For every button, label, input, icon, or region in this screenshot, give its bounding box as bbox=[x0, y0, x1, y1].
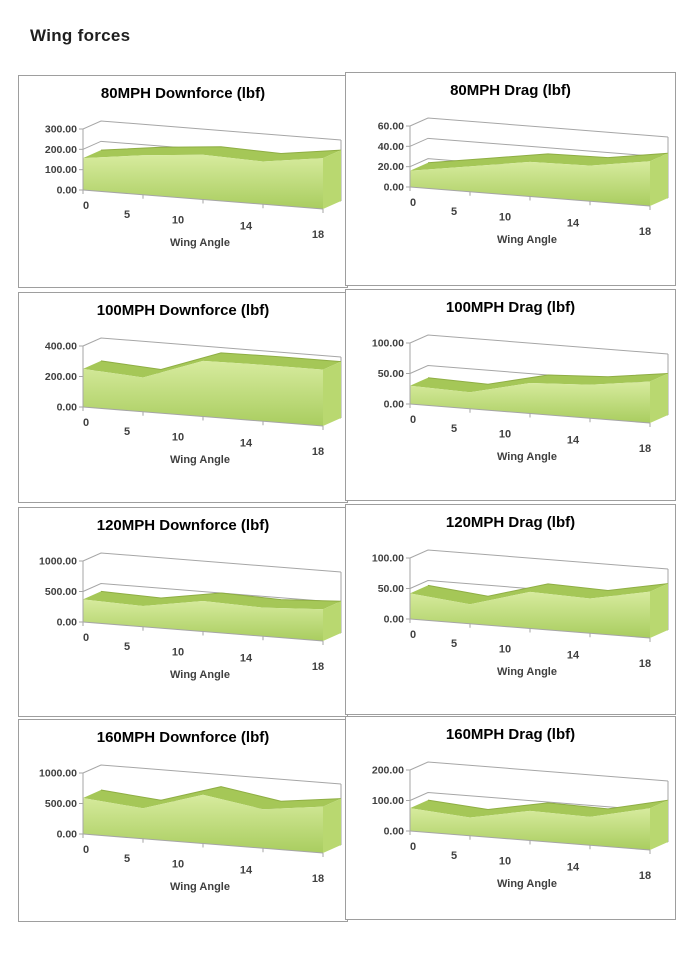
chart-panel-100mph-downforce: 100MPH Downforce (lbf) 0.00 200.00 400.00 0… bbox=[18, 292, 348, 503]
svg-text:14: 14 bbox=[240, 220, 253, 232]
svg-text:18: 18 bbox=[639, 870, 651, 882]
svg-text:Wing Angle: Wing Angle bbox=[497, 234, 557, 246]
svg-text:0.00: 0.00 bbox=[57, 617, 78, 629]
svg-text:0: 0 bbox=[410, 197, 416, 209]
svg-text:14: 14 bbox=[567, 217, 580, 229]
svg-text:Wing Angle: Wing Angle bbox=[497, 451, 557, 463]
area-chart-120mph-drag: 0.00 50.00 100.00 0 5 10 14 18 Wing Angle bbox=[372, 549, 669, 678]
svg-text:0.00: 0.00 bbox=[57, 185, 78, 197]
svg-text:200.00: 200.00 bbox=[45, 144, 77, 156]
chart-title: 80MPH Downforce (lbf) bbox=[100, 85, 266, 102]
chart-panel-80mph-drag: 80MPH Drag (lbf) 0.00 20.00 40.00 60.00 0 5 10… bbox=[345, 72, 676, 286]
chart-title: 80MPH Drag (lbf) bbox=[450, 82, 571, 99]
svg-text:14: 14 bbox=[567, 649, 580, 661]
area-chart-80mph-downforce: 0.00 100.00 200.00 300.00 0 5 10 14 18 Wing Angle bbox=[45, 120, 342, 249]
svg-text:50.00: 50.00 bbox=[378, 583, 404, 595]
svg-text:100.00: 100.00 bbox=[45, 164, 77, 176]
svg-text:200.00: 200.00 bbox=[372, 765, 404, 777]
area-chart-120mph-downforce: 0.00 500.00 1000.00 0 5 10 14 18 Wing Angle bbox=[39, 552, 342, 681]
svg-text:10: 10 bbox=[499, 212, 511, 224]
svg-text:18: 18 bbox=[312, 446, 324, 458]
svg-text:14: 14 bbox=[240, 437, 253, 449]
svg-text:0.00: 0.00 bbox=[384, 826, 405, 838]
svg-text:5: 5 bbox=[451, 423, 457, 435]
chart-panel-160mph-downforce: 160MPH Downforce (lbf) 0.00 500.00 1000.00… bbox=[18, 719, 348, 922]
svg-text:10: 10 bbox=[499, 429, 511, 441]
svg-text:0.00: 0.00 bbox=[384, 182, 405, 194]
svg-text:0.00: 0.00 bbox=[57, 829, 78, 841]
svg-text:50.00: 50.00 bbox=[378, 368, 404, 380]
svg-text:10: 10 bbox=[499, 856, 511, 868]
svg-text:0: 0 bbox=[83, 632, 89, 644]
svg-text:500.00: 500.00 bbox=[45, 798, 77, 810]
svg-text:10: 10 bbox=[172, 432, 184, 444]
svg-text:18: 18 bbox=[639, 226, 651, 238]
svg-text:0.00: 0.00 bbox=[57, 402, 78, 414]
chart-panel-120mph-drag: 120MPH Drag (lbf) 0.00 50.00 100.00 0 5 10 14 1… bbox=[345, 504, 676, 715]
svg-text:5: 5 bbox=[451, 206, 457, 218]
area-chart-100mph-downforce: 0.00 200.00 400.00 0 5 10 14 18 Wing Angle bbox=[45, 337, 342, 466]
svg-text:14: 14 bbox=[567, 861, 580, 873]
svg-text:1000.00: 1000.00 bbox=[39, 556, 77, 568]
svg-text:10: 10 bbox=[499, 644, 511, 656]
chart-title: 100MPH Drag (lbf) bbox=[445, 299, 576, 316]
svg-text:18: 18 bbox=[312, 873, 324, 885]
svg-text:100.00: 100.00 bbox=[372, 338, 404, 350]
page-title: Wing forces bbox=[30, 26, 131, 45]
svg-text:100.00: 100.00 bbox=[372, 795, 404, 807]
chart-panel-80mph-downforce: 80MPH Downforce (lbf) 0.00 100.00 200.00 30… bbox=[18, 75, 348, 288]
svg-text:40.00: 40.00 bbox=[378, 141, 404, 153]
svg-text:0.00: 0.00 bbox=[384, 399, 405, 411]
chart-title: 120MPH Downforce (lbf) bbox=[96, 517, 270, 534]
svg-text:5: 5 bbox=[451, 850, 457, 862]
svg-text:18: 18 bbox=[312, 229, 324, 241]
svg-text:0: 0 bbox=[83, 200, 89, 212]
svg-text:Wing Angle: Wing Angle bbox=[497, 878, 557, 890]
svg-text:500.00: 500.00 bbox=[45, 586, 77, 598]
chart-panel-100mph-drag: 100MPH Drag (lbf) 0.00 50.00 100.00 0 5 10 14 1… bbox=[345, 289, 676, 501]
svg-text:100.00: 100.00 bbox=[372, 553, 404, 565]
svg-text:10: 10 bbox=[172, 859, 184, 871]
chart-title: 160MPH Drag (lbf) bbox=[445, 726, 576, 743]
svg-text:5: 5 bbox=[124, 209, 130, 221]
svg-text:Wing Angle: Wing Angle bbox=[170, 881, 230, 893]
svg-text:10: 10 bbox=[172, 215, 184, 227]
svg-text:200.00: 200.00 bbox=[45, 371, 77, 383]
svg-text:0: 0 bbox=[410, 841, 416, 853]
svg-text:20.00: 20.00 bbox=[378, 161, 404, 173]
svg-text:0: 0 bbox=[410, 629, 416, 641]
svg-text:18: 18 bbox=[639, 658, 651, 670]
svg-text:Wing Angle: Wing Angle bbox=[497, 666, 557, 678]
svg-text:Wing Angle: Wing Angle bbox=[170, 669, 230, 681]
chart-title: 120MPH Drag (lbf) bbox=[445, 514, 576, 531]
svg-text:Wing Angle: Wing Angle bbox=[170, 237, 230, 249]
svg-text:300.00: 300.00 bbox=[45, 124, 77, 136]
svg-text:0: 0 bbox=[83, 844, 89, 856]
svg-text:5: 5 bbox=[124, 426, 130, 438]
svg-text:5: 5 bbox=[124, 641, 130, 653]
svg-text:60.00: 60.00 bbox=[378, 121, 404, 133]
svg-text:18: 18 bbox=[639, 443, 651, 455]
svg-text:0.00: 0.00 bbox=[384, 614, 405, 626]
area-chart-100mph-drag: 0.00 50.00 100.00 0 5 10 14 18 Wing Angle bbox=[372, 334, 669, 463]
chart-title: 160MPH Downforce (lbf) bbox=[96, 729, 270, 746]
svg-text:18: 18 bbox=[312, 661, 324, 673]
chart-panel-120mph-downforce: 120MPH Downforce (lbf) 0.00 500.00 1000.00… bbox=[18, 507, 348, 717]
svg-text:14: 14 bbox=[240, 652, 253, 664]
svg-text:0: 0 bbox=[410, 414, 416, 426]
svg-text:400.00: 400.00 bbox=[45, 341, 77, 353]
svg-text:1000.00: 1000.00 bbox=[39, 768, 77, 780]
chart-panel-160mph-drag: 160MPH Drag (lbf) 0.00 100.00 200.00 0 5 10 14… bbox=[345, 716, 676, 920]
svg-text:0: 0 bbox=[83, 417, 89, 429]
area-chart-80mph-drag: 0.00 20.00 40.00 60.00 0 5 10 14 18 Wing Angle bbox=[378, 117, 669, 246]
chart-title: 100MPH Downforce (lbf) bbox=[96, 302, 270, 319]
area-chart-160mph-downforce: 0.00 500.00 1000.00 0 5 10 14 18 Wing Angle bbox=[39, 764, 342, 893]
area-chart-160mph-drag: 0.00 100.00 200.00 0 5 10 14 18 Wing Angle bbox=[372, 761, 669, 890]
svg-text:14: 14 bbox=[240, 864, 253, 876]
svg-text:14: 14 bbox=[567, 434, 580, 446]
svg-text:5: 5 bbox=[124, 853, 130, 865]
svg-text:10: 10 bbox=[172, 647, 184, 659]
svg-text:5: 5 bbox=[451, 638, 457, 650]
svg-text:Wing Angle: Wing Angle bbox=[170, 454, 230, 466]
